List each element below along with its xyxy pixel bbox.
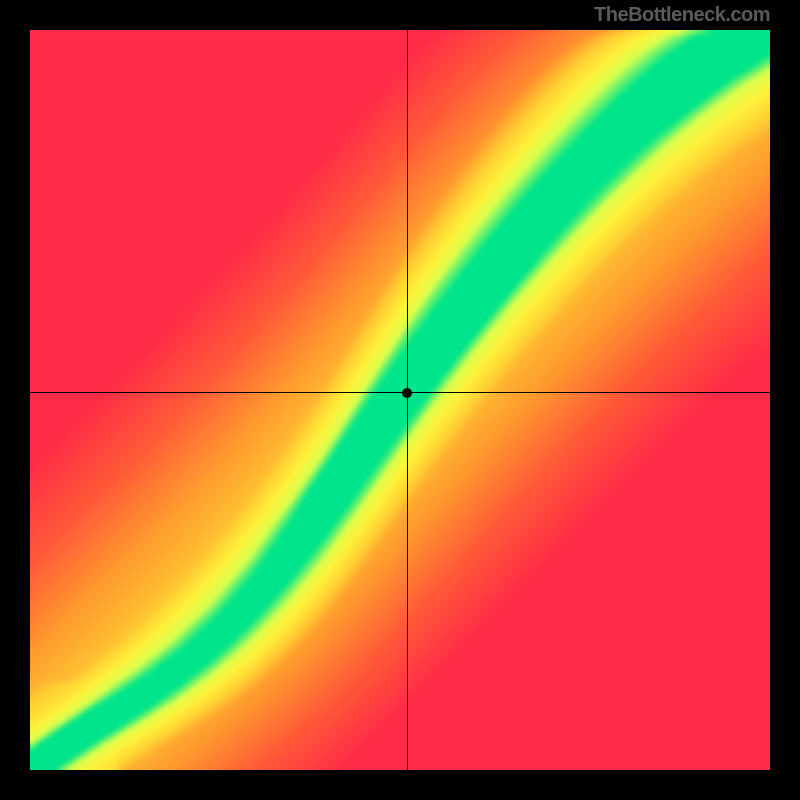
watermark-text: TheBottleneck.com [594,4,770,27]
plot-area [30,30,770,770]
figure-container: TheBottleneck.com [0,0,800,800]
crosshair-marker [402,388,412,398]
bottleneck-heatmap [30,30,770,770]
crosshair-vertical [407,30,408,770]
crosshair-horizontal [30,392,770,393]
